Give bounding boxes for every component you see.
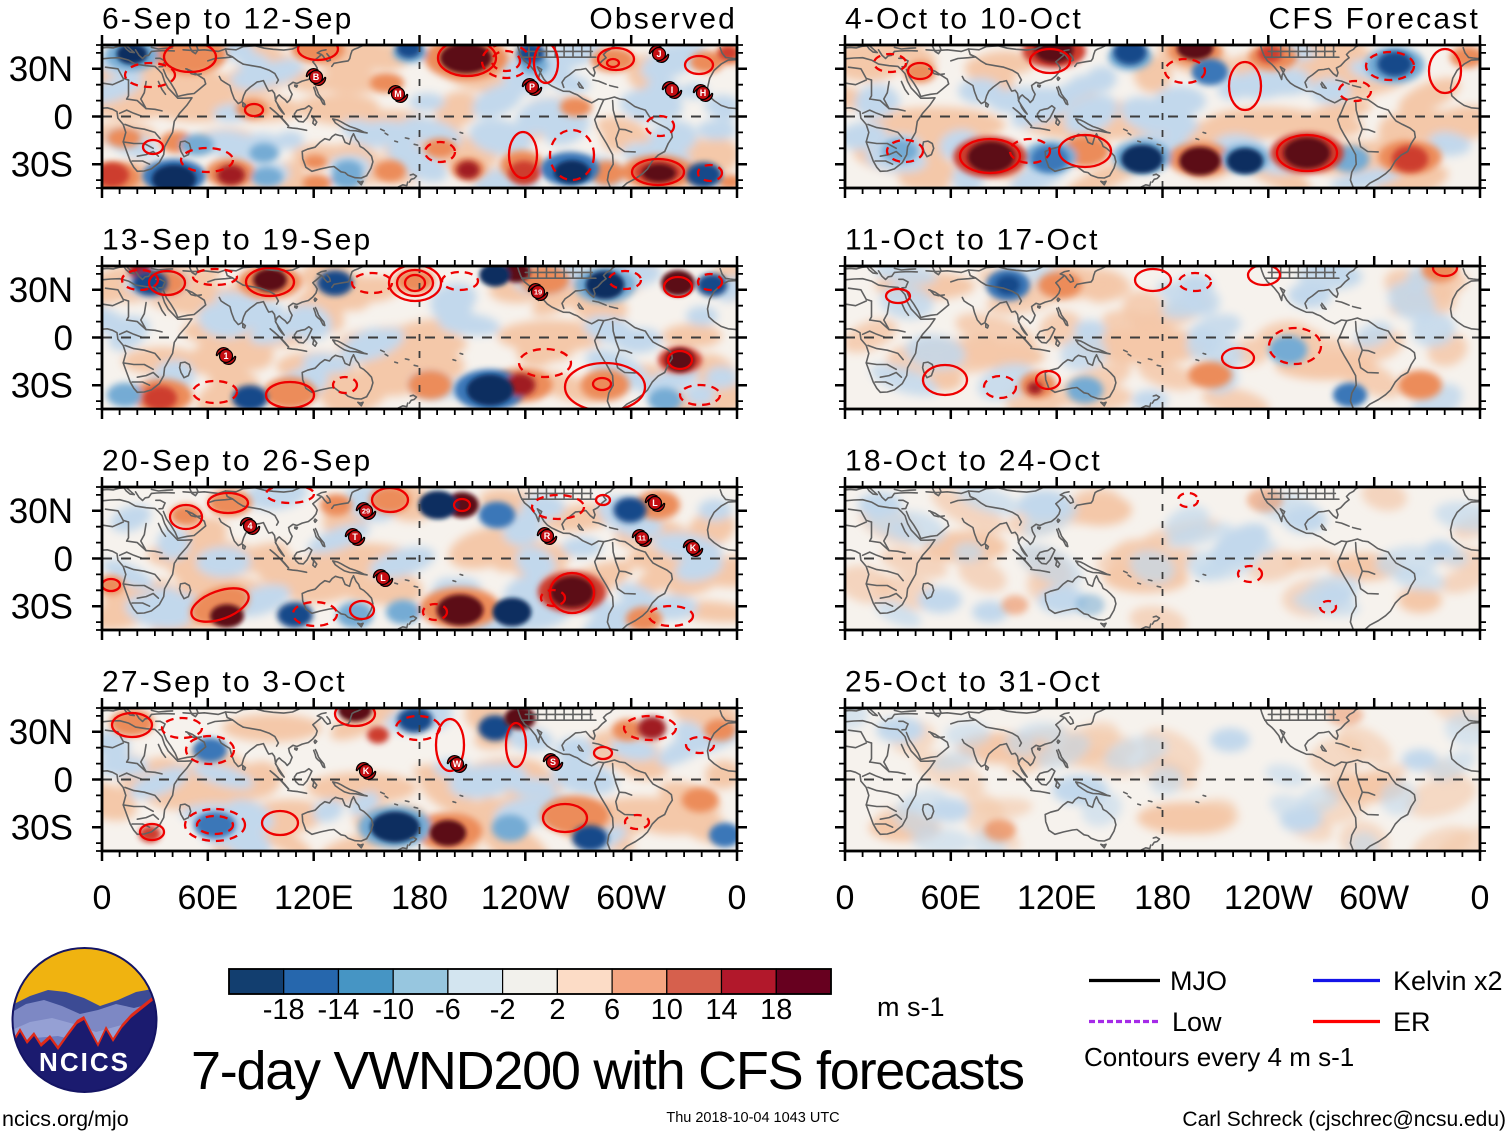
- svg-text:T: T: [352, 532, 358, 542]
- svg-text:W: W: [453, 759, 462, 769]
- svg-text:30N: 30N: [9, 50, 73, 89]
- svg-text:60W: 60W: [596, 879, 666, 917]
- svg-text:60W: 60W: [1339, 879, 1409, 917]
- svg-text:60E: 60E: [178, 879, 239, 917]
- svg-text:L: L: [652, 498, 658, 508]
- svg-text:27-Sep to 3-Oct: 27-Sep to 3-Oct: [102, 666, 347, 699]
- svg-text:MJO: MJO: [1170, 966, 1227, 996]
- svg-text:11-Oct to 17-Oct: 11-Oct to 17-Oct: [845, 224, 1100, 257]
- svg-text:120W: 120W: [1224, 879, 1313, 917]
- svg-text:CFS Forecast: CFS Forecast: [1269, 3, 1480, 36]
- svg-text:-18: -18: [263, 994, 305, 1026]
- svg-text:1: 1: [223, 351, 228, 361]
- svg-text:P: P: [529, 82, 535, 92]
- svg-text:0: 0: [54, 761, 73, 800]
- svg-text:120W: 120W: [481, 879, 570, 917]
- svg-text:30S: 30S: [11, 588, 73, 627]
- svg-text:2: 2: [549, 994, 565, 1026]
- svg-text:4-Oct to 10-Oct: 4-Oct to 10-Oct: [845, 3, 1083, 36]
- svg-text:ER: ER: [1393, 1007, 1431, 1037]
- svg-text:120E: 120E: [1017, 879, 1096, 917]
- svg-text:30N: 30N: [9, 492, 73, 531]
- svg-text:180: 180: [391, 879, 448, 917]
- svg-text:0: 0: [54, 98, 73, 137]
- svg-text:30N: 30N: [9, 271, 73, 310]
- svg-text:K: K: [363, 766, 370, 776]
- svg-text:H: H: [700, 88, 707, 98]
- svg-text:Carl Schreck (cjschrec@ncsu.ed: Carl Schreck (cjschrec@ncsu.edu): [1182, 1108, 1506, 1131]
- svg-text:Observed: Observed: [589, 3, 737, 36]
- svg-text:180: 180: [1134, 879, 1191, 917]
- svg-text:Low: Low: [1172, 1007, 1222, 1037]
- svg-text:M: M: [394, 89, 402, 99]
- svg-text:18: 18: [760, 994, 792, 1026]
- svg-text:Kelvin x2: Kelvin x2: [1393, 966, 1503, 996]
- svg-text:m s-1: m s-1: [877, 992, 945, 1022]
- svg-text:R: R: [544, 531, 551, 541]
- svg-text:0: 0: [1471, 879, 1490, 917]
- svg-text:30S: 30S: [11, 367, 73, 406]
- svg-text:0: 0: [93, 879, 112, 917]
- svg-text:7-day VWND200 with CFS forecas: 7-day VWND200 with CFS forecasts: [191, 1041, 1025, 1101]
- svg-text:60E: 60E: [921, 879, 982, 917]
- svg-text:ncics.org/mjo: ncics.org/mjo: [2, 1107, 129, 1131]
- svg-text:I: I: [671, 85, 674, 95]
- svg-text:0: 0: [728, 879, 747, 917]
- svg-text:19: 19: [534, 288, 542, 297]
- svg-text:0: 0: [836, 879, 855, 917]
- svg-text:30S: 30S: [11, 809, 73, 848]
- svg-text:-14: -14: [318, 994, 360, 1026]
- svg-text:29: 29: [362, 507, 370, 516]
- svg-text:120E: 120E: [274, 879, 353, 917]
- svg-text:L: L: [380, 573, 386, 583]
- svg-text:30N: 30N: [9, 713, 73, 752]
- svg-text:11: 11: [638, 534, 646, 543]
- svg-text:6-Sep to 12-Sep: 6-Sep to 12-Sep: [102, 3, 353, 36]
- svg-text:-10: -10: [372, 994, 414, 1026]
- svg-text:4: 4: [247, 521, 252, 531]
- svg-text:13-Sep to 19-Sep: 13-Sep to 19-Sep: [102, 224, 372, 257]
- svg-text:Contours every 4 m s-1: Contours every 4 m s-1: [1084, 1042, 1354, 1072]
- svg-text:18-Oct to 24-Oct: 18-Oct to 24-Oct: [845, 445, 1102, 478]
- svg-text:20-Sep to 26-Sep: 20-Sep to 26-Sep: [102, 445, 372, 478]
- svg-text:30S: 30S: [11, 146, 73, 185]
- svg-text:-2: -2: [490, 994, 516, 1026]
- svg-text:Thu 2018-10-04 1043 UTC: Thu 2018-10-04 1043 UTC: [666, 1110, 839, 1126]
- svg-text:0: 0: [54, 540, 73, 579]
- svg-text:14: 14: [705, 994, 737, 1026]
- svg-text:B: B: [313, 72, 320, 82]
- svg-text:25-Oct to 31-Oct: 25-Oct to 31-Oct: [845, 666, 1102, 699]
- svg-text:K: K: [690, 543, 697, 553]
- svg-text:NCICS: NCICS: [39, 1047, 130, 1077]
- svg-text:10: 10: [651, 994, 683, 1026]
- svg-text:0: 0: [54, 319, 73, 358]
- svg-text:J: J: [656, 49, 661, 59]
- svg-text:-6: -6: [435, 994, 461, 1026]
- svg-text:6: 6: [604, 994, 620, 1026]
- svg-text:S: S: [550, 757, 556, 767]
